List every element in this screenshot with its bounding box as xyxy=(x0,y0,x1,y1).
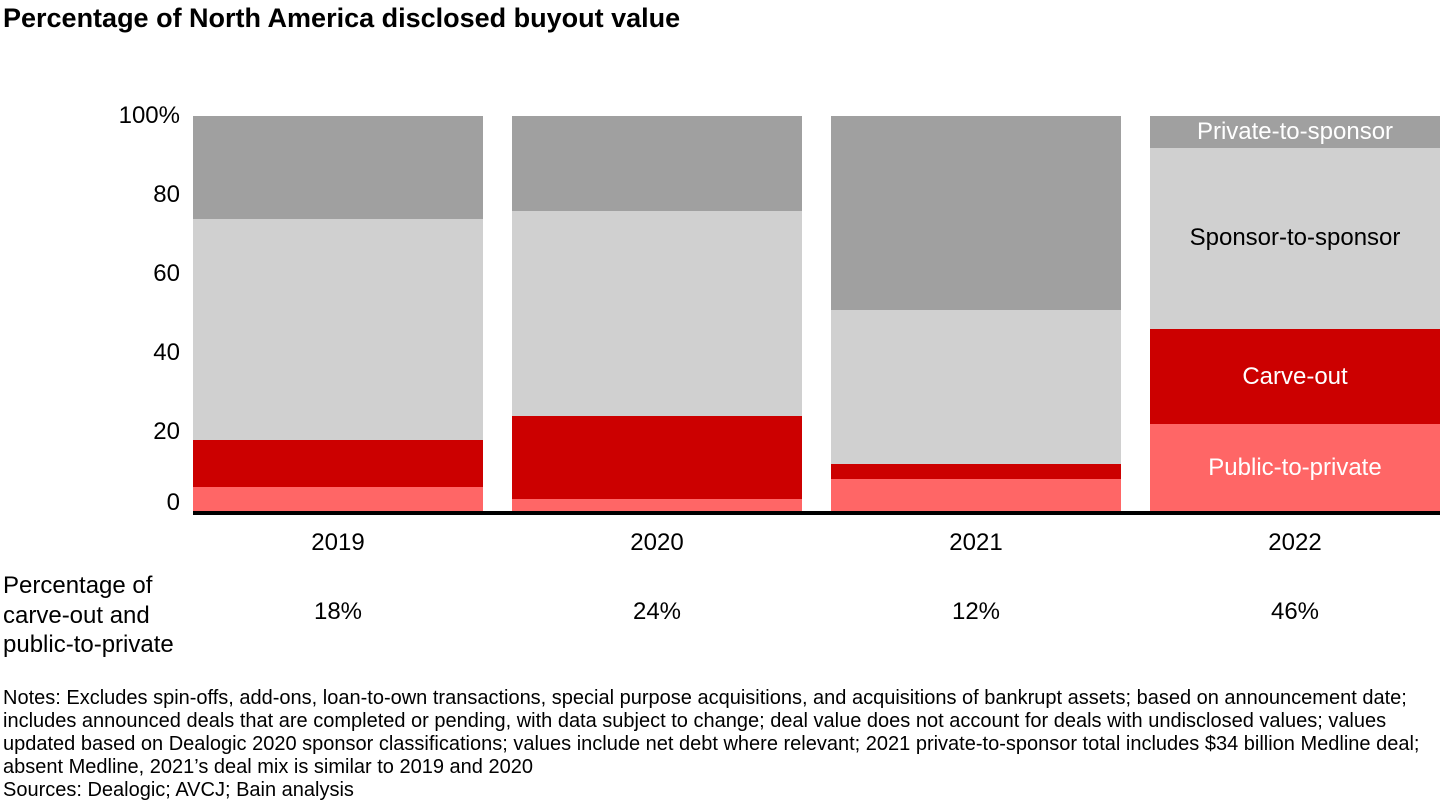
bar-segment-2022-public-to-private: Public-to-private xyxy=(1150,424,1440,511)
x-axis-label-2022: 2022 xyxy=(1268,529,1322,556)
bar-segment-2019-public-to-private xyxy=(193,487,483,511)
summary-value-2021: 12% xyxy=(951,598,1001,625)
y-axis-tick-20: 20 xyxy=(153,418,180,445)
y-axis-tick-0: 0 xyxy=(166,489,180,516)
y-axis-tick-60: 60 xyxy=(153,260,180,287)
x-axis-label-2020: 2020 xyxy=(630,529,684,556)
bar-segment-2021-carve-out xyxy=(831,463,1121,480)
bar-segment-2021-private-to-sponsor xyxy=(831,116,1121,310)
x-axis-label-2021: 2021 xyxy=(949,529,1003,556)
series-label-sponsor-to-sponsor: Sponsor-to-sponsor xyxy=(1189,224,1401,252)
summary-value-2020: 24% xyxy=(632,598,682,625)
y-axis-tick-80: 80 xyxy=(153,181,180,208)
y-axis-tick-100: 100% xyxy=(118,102,180,129)
bar-segment-2019-carve-out xyxy=(193,439,483,488)
summary-value-2022: 46% xyxy=(1270,598,1320,625)
sources-text: Sources: Dealogic; AVCJ; Bain analysis xyxy=(3,779,354,801)
summary-value-2019: 18% xyxy=(313,598,363,625)
bar-segment-2020-private-to-sponsor xyxy=(512,116,802,211)
bar-segment-2021-sponsor-to-sponsor xyxy=(831,309,1121,464)
notes-text: Notes: Excludes spin-offs, add-ons, loan… xyxy=(3,687,1420,778)
bar-segment-2020-carve-out xyxy=(512,416,802,500)
summary-row-label-line2: carve-out and xyxy=(3,601,150,629)
bar-segment-2020-public-to-private xyxy=(512,499,802,511)
x-axis-line xyxy=(193,511,1440,515)
bar-segment-2022-sponsor-to-sponsor: Sponsor-to-sponsor xyxy=(1150,147,1440,330)
bar-segment-2020-sponsor-to-sponsor xyxy=(512,210,802,417)
bar-segment-2019-sponsor-to-sponsor xyxy=(193,218,483,440)
chart-title: Percentage of North America disclosed bu… xyxy=(3,3,681,33)
bar-segment-2021-public-to-private xyxy=(831,479,1121,511)
summary-row-label: Percentage of carve-out and public-to-pr… xyxy=(3,571,174,660)
summary-row-label-line1: Percentage of xyxy=(3,572,153,599)
series-label-carve-out: Carve-out xyxy=(1242,362,1348,390)
y-axis-tick-40: 40 xyxy=(153,339,180,366)
bar-segment-2019-private-to-sponsor xyxy=(193,116,483,219)
series-label-public-to-private: Public-to-private xyxy=(1208,453,1382,481)
series-label-private-to-sponsor: Private-to-sponsor xyxy=(1196,117,1394,145)
x-axis-label-2019: 2019 xyxy=(311,529,365,556)
footnote-block: Notes: Excludes spin-offs, add-ons, loan… xyxy=(3,687,1437,802)
bar-segment-2022-carve-out: Carve-out xyxy=(1150,329,1440,425)
summary-row-label-line3: public-to-private xyxy=(3,631,174,658)
bar-segment-2022-private-to-sponsor: Private-to-sponsor xyxy=(1150,116,1440,148)
